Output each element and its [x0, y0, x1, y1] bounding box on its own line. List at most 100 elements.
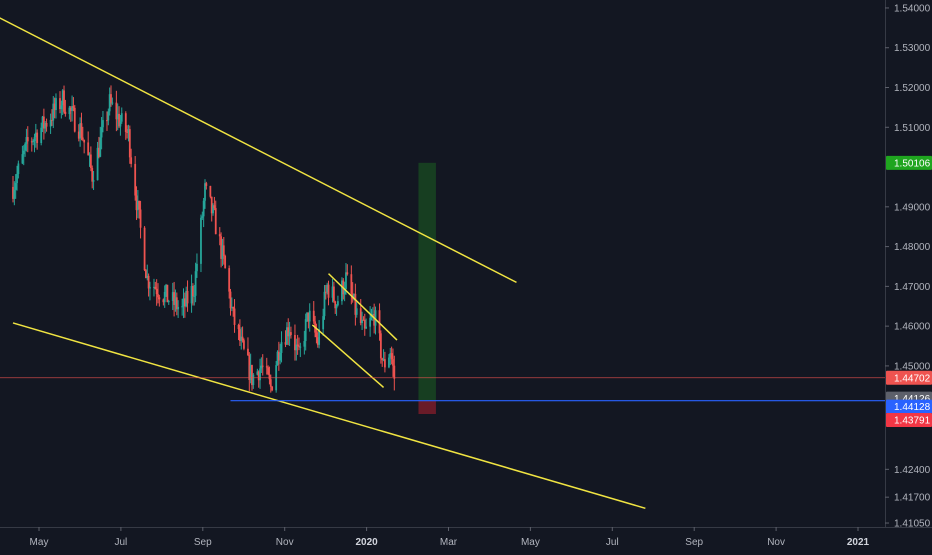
candle-body	[79, 123, 82, 139]
time-tick-label: Nov	[276, 537, 294, 548]
candle-body	[205, 183, 208, 186]
candle-body	[171, 292, 174, 301]
price-label-bg	[886, 155, 932, 170]
candle-body	[42, 116, 45, 129]
candle-body	[126, 131, 129, 133]
candle-body	[362, 319, 365, 321]
candle-body	[98, 147, 100, 157]
price-label-bg	[886, 399, 932, 414]
candle-body	[26, 137, 29, 142]
price-label: 1.44702	[894, 373, 931, 384]
time-tick-label: May	[521, 537, 540, 548]
candle-body	[220, 236, 223, 259]
candle-body	[158, 297, 161, 300]
candle-body	[346, 272, 349, 275]
stop-zone	[418, 400, 436, 415]
time-axis: May Jul Sep Nov 2020 Mar May Jul Sep Nov 2021	[0, 527, 932, 548]
price-tick-label: 1.41050	[894, 519, 931, 530]
candle-body	[96, 147, 99, 181]
price-tick-label: 1.51000	[894, 123, 931, 134]
candle-body	[389, 353, 392, 358]
price-tick-label: 1.46000	[894, 322, 931, 333]
candle-body	[44, 122, 47, 129]
candle-body	[382, 359, 385, 361]
candle-body	[353, 293, 355, 300]
candle-body	[304, 319, 307, 342]
candle-body	[265, 366, 268, 368]
candle-body	[77, 131, 80, 139]
candle-body	[185, 290, 188, 307]
price-tick-label: 1.42400	[894, 465, 931, 476]
candle-body	[318, 329, 321, 345]
candle-body	[64, 111, 67, 115]
price-tick-label: 1.52000	[894, 83, 931, 94]
candle-body	[155, 288, 158, 295]
candle-body	[200, 217, 202, 264]
candle-body	[204, 183, 206, 201]
candle-body	[326, 284, 329, 292]
candle-body	[287, 327, 290, 337]
candle-body	[213, 205, 216, 209]
candle-body	[248, 355, 251, 380]
candle-body	[303, 341, 306, 347]
candle-body	[87, 142, 90, 156]
candle-body	[153, 286, 155, 288]
candle-body	[128, 129, 131, 158]
candle-body	[146, 275, 149, 279]
candle-body	[359, 308, 362, 324]
candle-body	[102, 120, 104, 128]
candle-body	[247, 348, 249, 356]
candle-body	[370, 315, 373, 318]
candle-body	[202, 200, 205, 217]
candle-body	[22, 150, 25, 155]
price-tick-label: 1.45000	[894, 361, 931, 372]
candle-body	[16, 173, 18, 184]
price-axis: 1.54000 1.53000 1.52000 1.51000 1.49000 1.480…	[885, 0, 931, 530]
candle-body	[345, 272, 347, 289]
candle-body	[12, 186, 14, 199]
candle-body	[334, 301, 337, 309]
trendline-wedge-lower	[311, 324, 385, 388]
price-label-bg	[886, 413, 932, 428]
candle-body	[192, 285, 194, 297]
candle-body	[60, 105, 63, 110]
candle-body	[196, 263, 198, 272]
candle-body	[240, 336, 243, 341]
time-tick-label: May	[30, 537, 49, 548]
candle-body	[230, 307, 233, 309]
time-tick-label: Jul	[115, 537, 128, 548]
candle-body	[350, 274, 353, 294]
price-tick-label: 1.41700	[894, 493, 931, 504]
candle-body	[331, 286, 334, 298]
time-tick-label: Jul	[606, 537, 619, 548]
candle-body	[157, 294, 159, 298]
candle-body	[378, 310, 381, 334]
candle-body	[252, 374, 255, 386]
candle-body	[277, 351, 280, 361]
candle-body	[59, 98, 61, 110]
candle-body	[32, 141, 35, 143]
candle-body	[194, 271, 197, 296]
candle-body	[193, 295, 196, 297]
candle-body	[71, 106, 73, 111]
candle-body	[269, 379, 272, 387]
candle-body	[111, 102, 114, 104]
candle-body	[61, 90, 64, 106]
candle-body	[177, 306, 180, 310]
candle-body	[135, 195, 138, 211]
candle-body	[249, 365, 252, 380]
candle-body	[51, 119, 53, 121]
candle-body	[243, 340, 245, 349]
candle-body	[295, 344, 298, 351]
candle-body	[298, 345, 300, 347]
trendline-wedge-upper	[327, 273, 398, 341]
candle-body	[40, 127, 43, 144]
candle-body	[276, 351, 279, 366]
candle-body	[355, 308, 358, 315]
candle-body	[88, 154, 91, 156]
candle-body	[373, 313, 376, 326]
price-label: 1.44128	[894, 402, 931, 413]
candle-body	[369, 317, 372, 327]
